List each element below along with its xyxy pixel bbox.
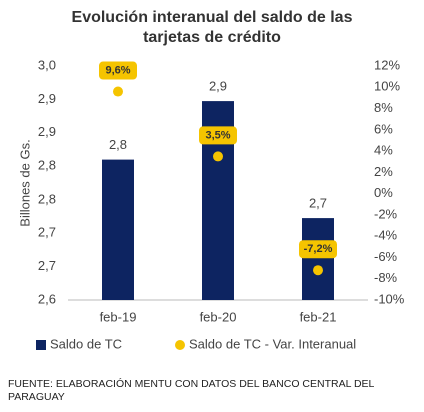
y2-tick-label: -10% bbox=[374, 291, 405, 306]
source-note: FUENTE: ELABORACIÓN MENTU CON DATOS DEL … bbox=[8, 378, 375, 403]
y2-tick-label: -8% bbox=[374, 270, 398, 285]
x-tick-label: feb-20 bbox=[200, 309, 237, 324]
x-tick-label: feb-21 bbox=[300, 309, 337, 324]
y-tick-label: 2,7 bbox=[38, 225, 56, 240]
point-label-box bbox=[99, 61, 137, 80]
bar-value-label: 2,9 bbox=[209, 79, 227, 94]
y2-tick-label: 8% bbox=[374, 100, 393, 115]
point-label-box bbox=[199, 126, 237, 145]
point bbox=[113, 86, 123, 97]
y-tick-label: 3,0 bbox=[38, 57, 56, 72]
y-tick-label: 2,9 bbox=[38, 91, 56, 106]
bar bbox=[302, 218, 334, 300]
y2-tick-label: -6% bbox=[374, 249, 398, 264]
y-tick-label: 2,8 bbox=[38, 191, 56, 206]
point-value-label: -7,2% bbox=[304, 243, 333, 255]
x-tick-label: feb-19 bbox=[100, 309, 137, 324]
y2-tick-label: -2% bbox=[374, 206, 398, 221]
point-value-label: 9,6% bbox=[105, 64, 130, 76]
y2-tick-label: 4% bbox=[374, 143, 393, 158]
point-value-label: 3,5% bbox=[205, 129, 230, 141]
y-tick-label: 2,9 bbox=[38, 124, 56, 139]
legend-swatch bbox=[36, 340, 46, 350]
point bbox=[213, 151, 223, 162]
y-tick-label: 2,7 bbox=[38, 258, 56, 273]
point-label-box bbox=[299, 240, 337, 259]
y2-tick-label: 12% bbox=[374, 57, 400, 72]
bar-value-label: 2,7 bbox=[309, 196, 327, 211]
legend-label: Saldo de TC bbox=[50, 336, 122, 351]
y-tick-label: 2,8 bbox=[38, 157, 56, 172]
chart-title: Evolución interanual del saldo de las ta… bbox=[71, 9, 353, 46]
bar-value-label: 2,8 bbox=[109, 137, 127, 152]
legend-label: Saldo de TC - Var. Interanual bbox=[189, 336, 356, 351]
y-tick-label: 2,6 bbox=[38, 291, 56, 306]
y2-tick-label: 10% bbox=[374, 79, 400, 94]
legend-swatch bbox=[175, 340, 185, 350]
y2-tick-label: -4% bbox=[374, 228, 398, 243]
y2-tick-label: 0% bbox=[374, 185, 393, 200]
y2-tick-label: 2% bbox=[374, 164, 393, 179]
y-axis-label: Billones de Gs. bbox=[17, 139, 32, 226]
bar bbox=[102, 159, 134, 300]
point bbox=[313, 265, 323, 276]
y2-tick-label: 6% bbox=[374, 121, 393, 136]
